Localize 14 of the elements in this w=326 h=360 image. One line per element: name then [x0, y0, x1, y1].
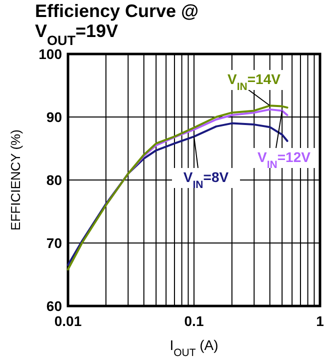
- y-tick-label: 100: [38, 46, 62, 62]
- chart-title: Efficiency Curve @ V$_{OUT}$=19V: [35, 1, 199, 48]
- series-label: V$_{IN}$=14V: [228, 71, 282, 93]
- series-label: V$_{IN}$=8V: [183, 169, 230, 191]
- y-tick-label: 90: [46, 109, 62, 125]
- x-tick-label: 1: [316, 313, 324, 329]
- x-tick-label: 0.1: [184, 313, 204, 329]
- y-tick-label: 80: [46, 172, 62, 188]
- x-tick-label: 0.01: [54, 313, 82, 329]
- y-axis-title: EFFICIENCY (%): [8, 130, 23, 230]
- x-axis-title: I$_{OUT}$ (A): [170, 337, 218, 359]
- y-tick-label: 60: [46, 298, 62, 314]
- text: V$_{IN}$=12V: [258, 149, 312, 171]
- y-tick-label: 70: [46, 235, 62, 251]
